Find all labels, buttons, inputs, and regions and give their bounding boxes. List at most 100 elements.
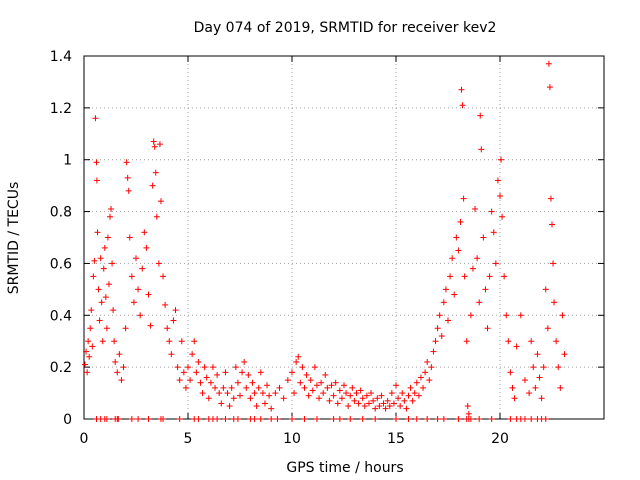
- data-point: [388, 390, 395, 397]
- data-point: [195, 358, 202, 365]
- data-point: [401, 397, 408, 404]
- data-point: [90, 273, 97, 280]
- data-point: [100, 265, 107, 272]
- data-point: [104, 234, 111, 241]
- plot-frame: [83, 55, 605, 420]
- data-point: [557, 384, 564, 391]
- y-tick-label: 0.6: [50, 256, 72, 272]
- data-point: [274, 416, 281, 422]
- data-point: [464, 403, 471, 410]
- y-tick-label: 1.2: [50, 101, 72, 117]
- data-point: [501, 273, 508, 280]
- data-point: [257, 369, 264, 376]
- y-tick-label: 1: [63, 153, 72, 169]
- data-point: [230, 395, 237, 402]
- data-point: [380, 400, 387, 407]
- data-point: [97, 255, 104, 262]
- data-point: [172, 307, 179, 314]
- data-point: [141, 229, 148, 236]
- data-point: [185, 364, 191, 371]
- data-point: [128, 273, 135, 280]
- data-point: [266, 392, 273, 399]
- data-point: [547, 195, 554, 202]
- data-point: [424, 416, 431, 422]
- data-point: [284, 377, 291, 384]
- data-point: [467, 416, 474, 422]
- data-point: [486, 273, 493, 280]
- data-point: [390, 400, 397, 407]
- data-point: [243, 384, 250, 391]
- data-point: [330, 416, 337, 422]
- data-point: [255, 384, 262, 391]
- data-point: [407, 384, 414, 391]
- data-point: [168, 351, 175, 358]
- data-point: [103, 325, 110, 332]
- data-point: [83, 348, 90, 355]
- data-point: [422, 369, 429, 376]
- data-point: [209, 364, 216, 371]
- data-point: [413, 379, 420, 386]
- data-point: [403, 405, 410, 412]
- data-point: [135, 416, 142, 422]
- data-point: [338, 395, 345, 402]
- data-point: [91, 257, 98, 264]
- data-point: [253, 403, 260, 410]
- data-point: [393, 382, 399, 389]
- data-point: [305, 392, 312, 399]
- data-point: [280, 395, 287, 402]
- x-tick-label: 0: [80, 431, 89, 447]
- data-point: [193, 369, 200, 376]
- data-points: [82, 60, 568, 422]
- data-point: [107, 213, 113, 220]
- data-point: [139, 265, 146, 272]
- data-point: [228, 384, 235, 391]
- data-point: [126, 234, 133, 241]
- data-point: [201, 364, 208, 371]
- data-point: [85, 338, 92, 345]
- data-point: [156, 141, 163, 148]
- data-point: [428, 364, 435, 371]
- data-point: [434, 416, 441, 422]
- data-point: [561, 351, 568, 358]
- data-point: [195, 416, 202, 422]
- data-point: [545, 60, 552, 67]
- data-point: [309, 387, 316, 394]
- data-point: [559, 312, 566, 319]
- y-tick-label: 1.4: [50, 49, 72, 65]
- data-point: [102, 294, 109, 301]
- data-point: [125, 187, 132, 194]
- data-point: [440, 299, 447, 306]
- data-point: [336, 416, 343, 422]
- data-point: [222, 369, 229, 376]
- data-point: [151, 143, 158, 150]
- data-point: [415, 392, 422, 399]
- data-point: [438, 333, 445, 340]
- data-point: [199, 390, 206, 397]
- data-point: [268, 416, 275, 422]
- data-point: [397, 403, 404, 410]
- data-point: [160, 273, 167, 280]
- data-point: [214, 416, 221, 422]
- data-point: [220, 384, 227, 391]
- x-axis-label: GPS time / hours: [286, 460, 403, 476]
- data-point: [490, 229, 497, 236]
- data-point: [382, 405, 389, 412]
- data-point: [386, 403, 393, 410]
- data-point: [507, 416, 514, 422]
- data-point: [180, 369, 187, 376]
- data-point: [499, 213, 506, 220]
- data-point: [372, 416, 379, 422]
- data-point: [152, 169, 159, 176]
- data-point: [212, 384, 219, 391]
- data-point: [313, 382, 320, 389]
- data-point: [153, 213, 160, 220]
- data-point: [94, 229, 101, 236]
- data-point: [299, 364, 306, 371]
- data-point: [409, 397, 416, 404]
- data-point: [465, 410, 472, 417]
- data-point: [359, 416, 366, 422]
- data-point: [239, 369, 246, 376]
- tick-marks: [83, 55, 604, 420]
- data-point: [497, 193, 503, 200]
- data-point: [447, 273, 454, 280]
